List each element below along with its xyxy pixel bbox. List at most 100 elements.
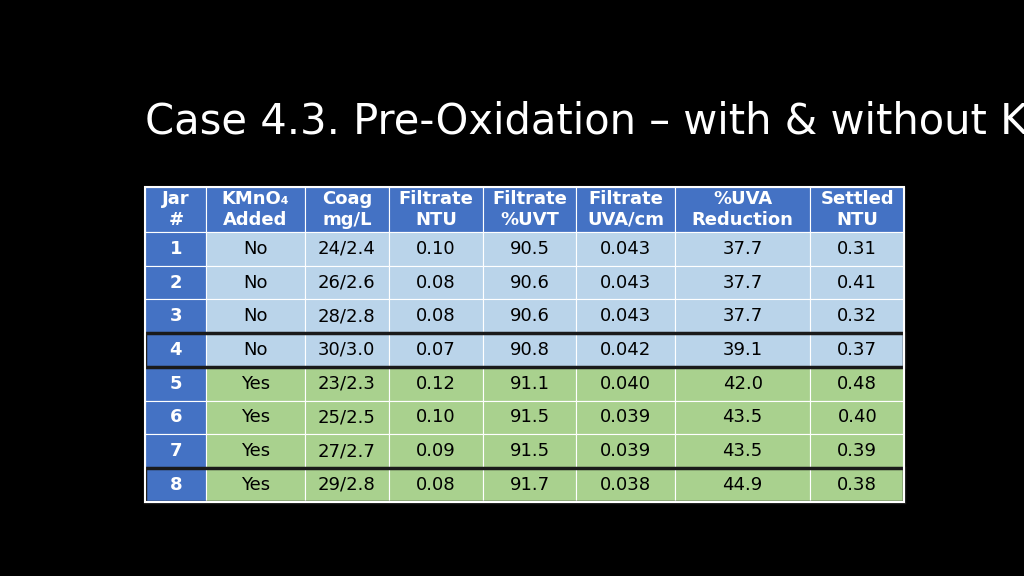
Text: 5: 5 bbox=[170, 374, 182, 393]
Bar bbox=[810, 333, 904, 367]
Text: 0.09: 0.09 bbox=[416, 442, 456, 460]
Text: 43.5: 43.5 bbox=[723, 408, 763, 426]
Bar bbox=[389, 266, 482, 300]
Bar bbox=[207, 367, 305, 400]
Bar bbox=[482, 266, 577, 300]
Bar bbox=[675, 266, 810, 300]
Text: 8: 8 bbox=[170, 476, 182, 494]
Bar bbox=[389, 187, 482, 232]
Text: 0.39: 0.39 bbox=[838, 442, 878, 460]
Bar bbox=[145, 468, 904, 502]
Bar bbox=[145, 300, 207, 333]
Bar bbox=[577, 434, 675, 468]
Text: 91.5: 91.5 bbox=[509, 442, 550, 460]
Text: Settled
NTU: Settled NTU bbox=[820, 190, 894, 229]
Text: Filtrate
UVA/cm: Filtrate UVA/cm bbox=[587, 190, 664, 229]
Text: 3: 3 bbox=[170, 308, 182, 325]
Bar bbox=[145, 187, 207, 232]
Text: 0.38: 0.38 bbox=[838, 476, 878, 494]
Bar bbox=[482, 300, 577, 333]
Text: KMnO₄
Added: KMnO₄ Added bbox=[222, 190, 290, 229]
Text: 0.042: 0.042 bbox=[600, 341, 651, 359]
Bar bbox=[305, 266, 389, 300]
Text: 28/2.8: 28/2.8 bbox=[318, 308, 376, 325]
Text: 42.0: 42.0 bbox=[723, 374, 763, 393]
Bar bbox=[389, 468, 482, 502]
Text: 27/2.7: 27/2.7 bbox=[317, 442, 376, 460]
Text: 44.9: 44.9 bbox=[723, 476, 763, 494]
Bar bbox=[810, 468, 904, 502]
Bar bbox=[305, 300, 389, 333]
Bar bbox=[810, 367, 904, 400]
Text: 29/2.8: 29/2.8 bbox=[318, 476, 376, 494]
Bar bbox=[482, 367, 577, 400]
Text: Jar
#: Jar # bbox=[162, 190, 189, 229]
Text: 0.040: 0.040 bbox=[600, 374, 651, 393]
Bar bbox=[207, 400, 305, 434]
Text: 0.32: 0.32 bbox=[838, 308, 878, 325]
Bar bbox=[577, 333, 675, 367]
Text: %UVA
Reduction: %UVA Reduction bbox=[691, 190, 794, 229]
Text: 39.1: 39.1 bbox=[723, 341, 763, 359]
Text: 0.37: 0.37 bbox=[838, 341, 878, 359]
Bar bbox=[389, 400, 482, 434]
Text: 0.039: 0.039 bbox=[600, 408, 651, 426]
Text: Yes: Yes bbox=[241, 374, 270, 393]
Text: No: No bbox=[244, 240, 267, 258]
Bar bbox=[810, 187, 904, 232]
Text: 24/2.4: 24/2.4 bbox=[317, 240, 376, 258]
Bar bbox=[810, 434, 904, 468]
Bar bbox=[207, 333, 305, 367]
Bar bbox=[675, 367, 810, 400]
Bar bbox=[810, 400, 904, 434]
Bar bbox=[675, 468, 810, 502]
Bar bbox=[577, 367, 675, 400]
Bar bbox=[577, 468, 675, 502]
Text: 6: 6 bbox=[170, 408, 182, 426]
Bar bbox=[675, 232, 810, 266]
Text: 1: 1 bbox=[170, 240, 182, 258]
Text: 90.5: 90.5 bbox=[510, 240, 550, 258]
Text: 43.5: 43.5 bbox=[723, 442, 763, 460]
Text: 7: 7 bbox=[170, 442, 182, 460]
Bar bbox=[675, 187, 810, 232]
Bar bbox=[389, 300, 482, 333]
Bar bbox=[305, 333, 389, 367]
Text: Yes: Yes bbox=[241, 476, 270, 494]
Text: 26/2.6: 26/2.6 bbox=[318, 274, 376, 291]
Bar bbox=[305, 468, 389, 502]
Text: 37.7: 37.7 bbox=[723, 274, 763, 291]
Bar bbox=[207, 434, 305, 468]
Text: Yes: Yes bbox=[241, 442, 270, 460]
Bar bbox=[675, 333, 810, 367]
Bar bbox=[810, 300, 904, 333]
Bar bbox=[207, 232, 305, 266]
Bar bbox=[207, 266, 305, 300]
Bar bbox=[482, 333, 577, 367]
Bar bbox=[389, 232, 482, 266]
Text: 0.08: 0.08 bbox=[416, 308, 456, 325]
Bar bbox=[675, 434, 810, 468]
Text: 0.043: 0.043 bbox=[600, 308, 651, 325]
Bar bbox=[305, 187, 389, 232]
Bar bbox=[145, 468, 207, 502]
Bar bbox=[305, 367, 389, 400]
Bar bbox=[305, 434, 389, 468]
Text: 90.6: 90.6 bbox=[510, 308, 550, 325]
Text: 0.10: 0.10 bbox=[416, 408, 456, 426]
Text: 0.043: 0.043 bbox=[600, 274, 651, 291]
Bar bbox=[145, 400, 207, 434]
Text: 90.8: 90.8 bbox=[510, 341, 550, 359]
Text: 0.08: 0.08 bbox=[416, 476, 456, 494]
Text: 0.07: 0.07 bbox=[416, 341, 456, 359]
Bar bbox=[577, 266, 675, 300]
Text: 23/2.3: 23/2.3 bbox=[317, 374, 376, 393]
Bar bbox=[482, 187, 577, 232]
Text: 0.043: 0.043 bbox=[600, 240, 651, 258]
Bar bbox=[305, 400, 389, 434]
Text: Case 4.3. Pre-Oxidation – with & without KMnO: Case 4.3. Pre-Oxidation – with & without… bbox=[145, 100, 1024, 142]
Text: 90.6: 90.6 bbox=[510, 274, 550, 291]
Text: 4: 4 bbox=[170, 341, 182, 359]
Text: No: No bbox=[244, 274, 267, 291]
Text: 91.7: 91.7 bbox=[509, 476, 550, 494]
